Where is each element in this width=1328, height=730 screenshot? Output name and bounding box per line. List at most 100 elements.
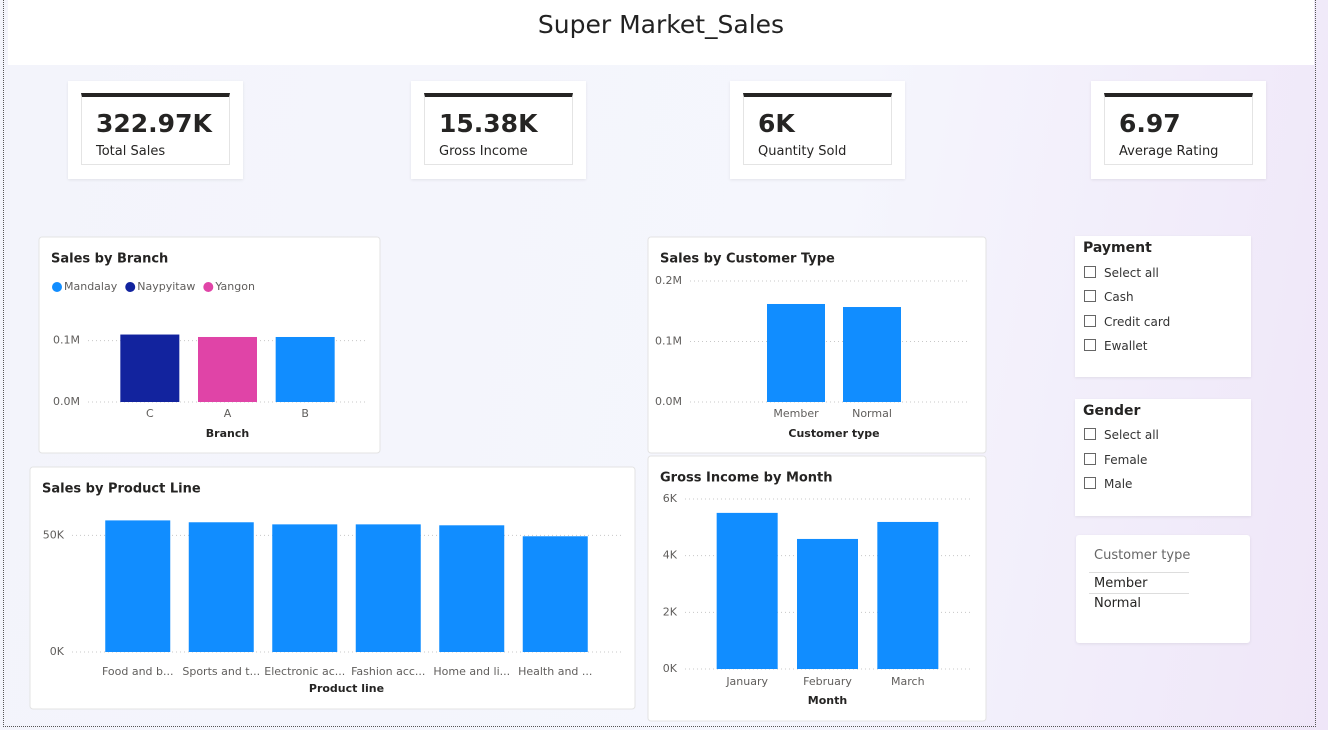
x-tick-label: March: [891, 675, 925, 688]
bar: [716, 512, 778, 669]
x-tick-label: Member: [773, 407, 819, 420]
checkbox[interactable]: [1084, 428, 1096, 440]
slicer: Customer type Member Normal: [1076, 535, 1250, 643]
legend-marker: [203, 282, 214, 292]
x-tick-label: Electronic ac...: [264, 665, 345, 678]
kpi-value: 6K: [758, 109, 795, 138]
bar: [355, 524, 421, 652]
slicer-option[interactable]: Select all: [1084, 428, 1159, 442]
bar: [275, 336, 335, 402]
legend-label: Yangon: [214, 280, 255, 293]
kpi-value: 322.97K: [96, 109, 212, 138]
kpi-card: 6.97 Average Rating: [1091, 81, 1266, 179]
slicer: Gender Select all Female Male: [1075, 399, 1251, 516]
y-tick-label: 0.0M: [655, 395, 682, 408]
kpi-card: 15.38K Gross Income: [411, 81, 586, 179]
y-tick-label: 0.1M: [53, 334, 80, 347]
slicer-title: Payment: [1083, 240, 1152, 256]
y-tick-label: 0K: [663, 662, 678, 675]
slicer-title: Gender: [1083, 403, 1141, 419]
kpi-card: 6K Quantity Sold: [730, 81, 905, 179]
frame: [3, 0, 1316, 727]
x-tick-label: B: [301, 407, 309, 420]
x-tick-label: Home and li...: [433, 665, 510, 678]
y-tick-label: 4K: [663, 549, 678, 562]
legend-marker: [125, 282, 136, 292]
y-tick-label: 0.0M: [53, 395, 80, 408]
bar: [767, 303, 825, 402]
option-label[interactable]: Select all: [1104, 266, 1159, 280]
slicer: Payment Select all Cash Credit card Ewallet: [1075, 236, 1251, 377]
x-tick-label: Fashion acc...: [351, 665, 425, 678]
kpi-box: 6.97 Average Rating: [1104, 93, 1253, 165]
checkbox[interactable]: [1084, 338, 1096, 351]
bar: [272, 524, 338, 652]
y-tick-label: 0K: [50, 645, 65, 658]
option-label[interactable]: Female: [1104, 452, 1148, 467]
page-title: Super Market_Sales: [537, 10, 785, 39]
checkbox[interactable]: [1084, 477, 1096, 489]
x-axis-title: Branch: [206, 427, 249, 440]
slicer-option[interactable]: Normal: [1094, 596, 1142, 611]
x-axis-title: Month: [808, 694, 847, 707]
chart-title: Sales by Product Line: [42, 482, 201, 497]
x-tick-label: C: [146, 407, 154, 420]
legend-label: Mandalay: [64, 280, 118, 293]
option-label[interactable]: Male: [1104, 477, 1133, 491]
kpi-label: Quantity Sold: [758, 144, 847, 159]
slicer-option[interactable]: Ewallet: [1084, 338, 1148, 353]
option-label[interactable]: Cash: [1104, 290, 1134, 305]
kpi-label: Gross Income: [439, 144, 528, 159]
slicer-option[interactable]: Cash: [1084, 290, 1134, 304]
legend-marker: [52, 282, 62, 292]
x-tick-label: February: [803, 675, 852, 688]
kpi-box: 15.38K Gross Income: [424, 93, 573, 165]
slicer-option[interactable]: Male: [1084, 477, 1132, 491]
x-tick-label: January: [725, 675, 768, 688]
kpi-value: 15.38K: [439, 109, 538, 138]
bar: [843, 307, 901, 402]
slicer-option[interactable]: Credit card: [1084, 314, 1171, 329]
y-tick-label: 0.1M: [655, 335, 682, 348]
bar: [797, 538, 858, 669]
bar: [522, 536, 588, 652]
y-tick-label: 2K: [663, 605, 678, 618]
checkbox[interactable]: [1084, 314, 1096, 327]
y-tick-label: 50K: [43, 528, 65, 541]
x-tick-label: A: [224, 407, 232, 420]
bar: [198, 336, 257, 402]
x-tick-label: Food and b...: [102, 665, 174, 678]
bar: [877, 521, 939, 669]
chart-title: Sales by Branch: [51, 252, 168, 267]
chart-title: Sales by Customer Type: [660, 252, 835, 267]
kpi-value: 6.97: [1119, 109, 1181, 138]
y-tick-label: 0.2M: [655, 274, 682, 287]
slicer-title: Customer type: [1094, 548, 1191, 563]
chart-title: Gross Income by Month: [660, 471, 833, 486]
option-label[interactable]: Select all: [1104, 428, 1159, 442]
slicer-option[interactable]: Member: [1094, 576, 1148, 591]
kpi-label: Average Rating: [1119, 144, 1219, 159]
x-tick-label: Normal: [852, 407, 892, 420]
kpi-box: 6K Quantity Sold: [743, 93, 892, 165]
bar: [105, 520, 171, 652]
option-label[interactable]: Ewallet: [1104, 338, 1148, 353]
divider: [1089, 593, 1189, 594]
bar: [439, 525, 505, 652]
kpi-label: Total Sales: [96, 144, 166, 159]
option-label[interactable]: Credit card: [1104, 314, 1171, 329]
kpi-card: 322.97K Total Sales: [68, 81, 243, 179]
slicer-option[interactable]: Select all: [1084, 266, 1159, 280]
slicer-option[interactable]: Female: [1084, 452, 1148, 467]
kpi-box: 322.97K Total Sales: [81, 93, 230, 165]
checkbox[interactable]: [1084, 266, 1096, 278]
x-tick-label: Sports and t...: [182, 665, 260, 678]
bar: [120, 334, 180, 402]
y-tick-label: 6K: [663, 492, 678, 505]
x-axis-title: Customer type: [788, 427, 879, 440]
x-tick-label: Health and ...: [518, 665, 592, 678]
checkbox[interactable]: [1084, 452, 1096, 465]
title-bar: Super Market_Sales: [8, 0, 1314, 65]
checkbox[interactable]: [1084, 290, 1096, 303]
